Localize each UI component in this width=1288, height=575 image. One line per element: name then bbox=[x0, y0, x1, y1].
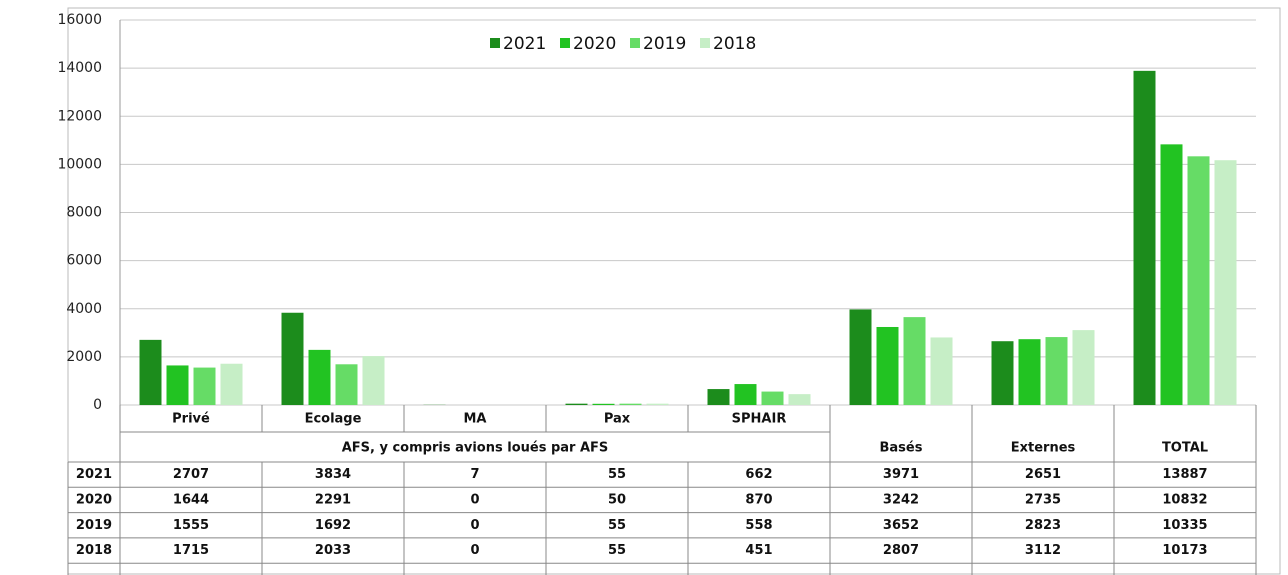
bar bbox=[1187, 156, 1210, 405]
row-label: 2019 bbox=[76, 518, 112, 533]
bar bbox=[1018, 339, 1041, 405]
table-cell: 10173 bbox=[1162, 543, 1207, 558]
legend-label: 2021 bbox=[503, 34, 546, 54]
category-label: Privé bbox=[172, 412, 210, 427]
category-label: TOTAL bbox=[1162, 441, 1208, 456]
legend-label: 2018 bbox=[713, 34, 756, 54]
y-tick-label: 14000 bbox=[57, 60, 102, 76]
table-cell: 10832 bbox=[1162, 492, 1207, 507]
table-cell: 2707 bbox=[173, 467, 209, 482]
table-cell: 1555 bbox=[173, 518, 209, 533]
bar bbox=[565, 403, 588, 405]
bar bbox=[220, 363, 243, 405]
table-cell: 1692 bbox=[315, 518, 351, 533]
table-cell: 50 bbox=[608, 492, 626, 507]
table-cell: 2735 bbox=[1025, 492, 1061, 507]
y-tick-label: 8000 bbox=[66, 205, 102, 221]
table-cell: 1644 bbox=[173, 492, 209, 507]
bar bbox=[1160, 144, 1183, 406]
bar bbox=[991, 341, 1014, 405]
table-cell: 0 bbox=[470, 543, 479, 558]
y-tick-label: 10000 bbox=[57, 156, 102, 172]
table-cell: 2033 bbox=[315, 543, 351, 558]
bar bbox=[876, 326, 899, 405]
bar bbox=[734, 384, 757, 405]
bar bbox=[1072, 330, 1095, 405]
legend-label: 2020 bbox=[573, 34, 616, 54]
legend-swatch bbox=[560, 38, 570, 48]
bar bbox=[308, 349, 331, 405]
bar bbox=[707, 389, 730, 405]
table-cell: 2291 bbox=[315, 492, 351, 507]
bar bbox=[1045, 337, 1068, 405]
row-label: 2018 bbox=[76, 543, 112, 558]
table-cell: 13887 bbox=[1162, 467, 1207, 482]
bar bbox=[362, 356, 385, 405]
bar bbox=[619, 403, 642, 405]
legend-swatch bbox=[630, 38, 640, 48]
table-cell: 2807 bbox=[883, 543, 919, 558]
table-cell: 2651 bbox=[1025, 467, 1061, 482]
bar bbox=[166, 365, 189, 405]
table-cell: 870 bbox=[745, 492, 772, 507]
legend-swatch bbox=[700, 38, 710, 48]
table-cell: 2823 bbox=[1025, 518, 1061, 533]
table-cell: 1715 bbox=[173, 543, 209, 558]
table-cell: 3834 bbox=[315, 467, 351, 482]
row-label: 2021 bbox=[76, 467, 112, 482]
legend-label: 2019 bbox=[643, 34, 686, 54]
table-cell: 10335 bbox=[1162, 518, 1207, 533]
bar bbox=[930, 337, 953, 405]
chart-border bbox=[67, 7, 1281, 575]
row-label: 2020 bbox=[76, 492, 112, 507]
bar bbox=[335, 364, 358, 405]
table-cell: 55 bbox=[608, 518, 626, 533]
bar bbox=[193, 367, 216, 405]
legend-swatch bbox=[490, 38, 500, 48]
table-cell: 662 bbox=[745, 467, 772, 482]
category-label: Ecolage bbox=[305, 412, 362, 427]
category-label: Basés bbox=[880, 441, 923, 456]
bar bbox=[849, 309, 872, 405]
table-cell: 3112 bbox=[1025, 543, 1061, 558]
bar bbox=[592, 403, 615, 405]
table-cell: 451 bbox=[745, 543, 772, 558]
bar bbox=[788, 394, 811, 405]
bar bbox=[903, 317, 926, 405]
y-tick-label: 0 bbox=[93, 397, 102, 413]
category-label: Pax bbox=[604, 412, 631, 427]
table-cell: 55 bbox=[608, 467, 626, 482]
y-tick-label: 6000 bbox=[66, 253, 102, 269]
category-label: SPHAIR bbox=[732, 412, 787, 427]
bar bbox=[281, 312, 304, 405]
y-tick-label: 4000 bbox=[66, 301, 102, 317]
table-cell: 3971 bbox=[883, 467, 919, 482]
table-cell: 3242 bbox=[883, 492, 919, 507]
table-cell: 3652 bbox=[883, 518, 919, 533]
table-cell: 0 bbox=[470, 518, 479, 533]
y-tick-label: 16000 bbox=[57, 12, 102, 28]
y-tick-label: 12000 bbox=[57, 108, 102, 124]
bar bbox=[1133, 70, 1156, 406]
bar bbox=[139, 339, 162, 405]
table-cell: 7 bbox=[470, 467, 479, 482]
group-label: AFS, y compris avions loués par AFS bbox=[342, 441, 609, 456]
y-tick-label: 2000 bbox=[66, 349, 102, 365]
bar bbox=[761, 391, 784, 405]
bar bbox=[646, 403, 669, 405]
table-cell: 0 bbox=[470, 492, 479, 507]
bar bbox=[1214, 160, 1237, 405]
table-cell: 55 bbox=[608, 543, 626, 558]
category-label: Externes bbox=[1011, 441, 1076, 456]
table-cell: 558 bbox=[745, 518, 772, 533]
category-label: MA bbox=[464, 412, 487, 427]
